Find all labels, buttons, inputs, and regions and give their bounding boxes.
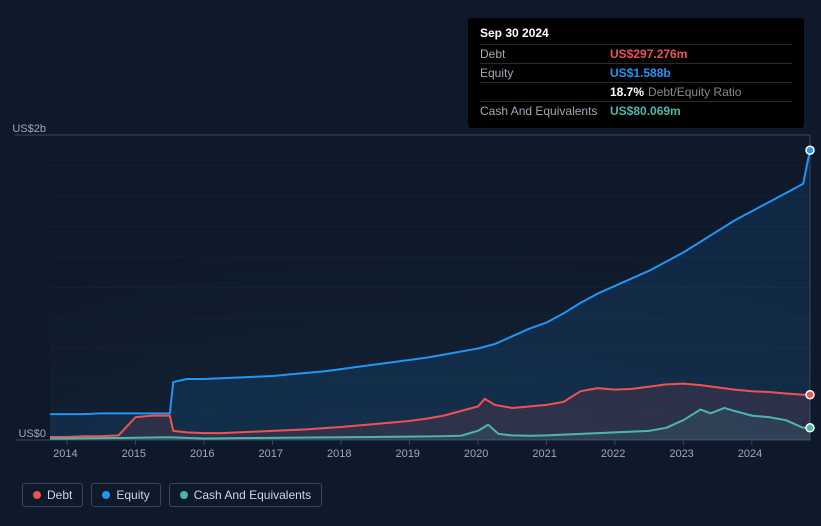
tooltip-row-value: US$297.276m — [610, 47, 687, 61]
series-end-marker-equity — [806, 146, 814, 154]
tooltip-title: Sep 30 2024 — [480, 26, 792, 40]
x-tick-label: 2018 — [327, 448, 351, 460]
chart-legend: Debt Equity Cash And Equivalents — [22, 483, 322, 507]
legend-item-equity[interactable]: Equity — [91, 483, 160, 507]
legend-item-label: Debt — [47, 488, 72, 502]
legend-dot-icon — [33, 491, 41, 499]
x-tick-label: 2020 — [464, 448, 488, 460]
y-tick-label: US$0 — [18, 428, 46, 440]
tooltip-row: DebtUS$297.276m — [480, 44, 792, 63]
x-tick-label: 2016 — [190, 448, 214, 460]
tooltip-row-label: Debt — [480, 47, 610, 61]
tooltip-row-label: Cash And Equivalents — [480, 104, 610, 118]
chart-tooltip: Sep 30 2024DebtUS$297.276mEquityUS$1.588… — [468, 18, 804, 128]
series-end-marker-debt — [806, 391, 814, 399]
x-tick-label: 2015 — [122, 448, 146, 460]
legend-item-debt[interactable]: Debt — [22, 483, 83, 507]
tooltip-row-value: US$80.069m — [610, 104, 681, 118]
x-tick-label: 2022 — [601, 448, 625, 460]
tooltip-row-value: 18.7% — [610, 85, 644, 99]
legend-item-label: Equity — [116, 488, 149, 502]
tooltip-row-extra: Debt/Equity Ratio — [648, 85, 741, 99]
x-tick-label: 2019 — [395, 448, 419, 460]
x-tick-label: 2017 — [259, 448, 283, 460]
tooltip-row: EquityUS$1.588b — [480, 63, 792, 82]
legend-dot-icon — [180, 491, 188, 499]
legend-item-label: Cash And Equivalents — [194, 488, 311, 502]
legend-dot-icon — [102, 491, 110, 499]
y-tick-label: US$2b — [12, 123, 46, 135]
tooltip-row: Cash And EquivalentsUS$80.069m — [480, 101, 792, 120]
x-tick-label: 2014 — [53, 448, 77, 460]
tooltip-row-value: US$1.588b — [610, 66, 671, 80]
legend-item-cash[interactable]: Cash And Equivalents — [169, 483, 322, 507]
tooltip-row-label: Equity — [480, 66, 610, 80]
x-tick-label: 2021 — [532, 448, 556, 460]
tooltip-row: 18.7% Debt/Equity Ratio — [480, 82, 792, 101]
x-tick-label: 2023 — [669, 448, 693, 460]
series-end-marker-cash — [806, 424, 814, 432]
x-tick-label: 2024 — [738, 448, 762, 460]
